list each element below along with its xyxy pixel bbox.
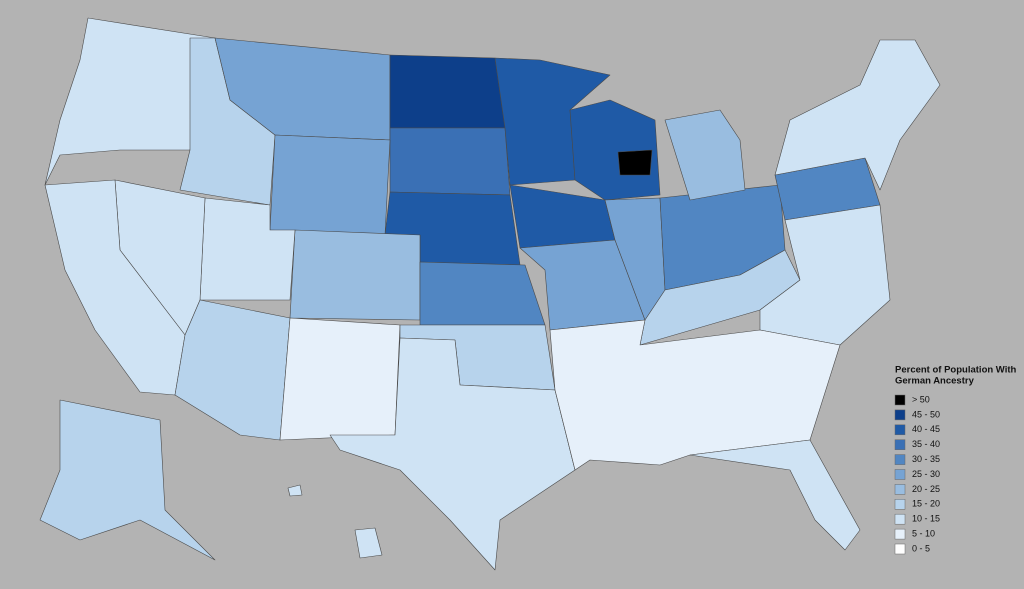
legend-title: German Ancestry [895,376,975,387]
legend-label: 40 - 45 [912,424,940,434]
kansas [419,261,546,326]
legend-swatch [894,394,906,406]
legend-swatch [894,454,906,465]
legend-title: Percent of Population With [895,365,1016,376]
north-dakota [389,54,506,129]
legend-label: 10 - 15 [912,514,940,524]
legend-label: 0 - 5 [912,543,930,553]
legend-swatch [894,528,906,540]
legend-label: 35 - 40 [912,439,940,449]
wyoming [269,134,391,236]
michigan [664,109,746,201]
south-dakota [389,127,511,196]
legend-label: 45 - 50 [912,409,940,419]
legend-swatch [894,409,906,421]
legend-label: 5 - 10 [912,528,935,538]
map-regions [39,17,941,571]
legend-swatch [894,499,906,510]
legend-label: 15 - 20 [912,499,940,509]
northeast [774,39,941,191]
legend-label: 25 - 30 [912,469,940,479]
hawaii [354,527,383,559]
new-mexico [279,317,401,441]
legend-swatch [894,439,906,450]
legend-swatch [894,484,906,495]
legend-label: 20 - 25 [912,484,940,494]
wisconsin-core [617,149,653,176]
legend-label: > 50 [912,394,930,404]
florida [689,439,861,551]
kentucky-tennessee [639,249,801,346]
legend-swatch [894,469,906,480]
legend-swatch [894,543,906,555]
legend-label: 30 - 35 [912,454,940,464]
texas [329,337,576,571]
legend-swatch [894,424,906,436]
colorado [289,229,421,321]
legend-swatch [894,513,906,525]
alaska [39,399,216,561]
hawaii [287,484,303,497]
